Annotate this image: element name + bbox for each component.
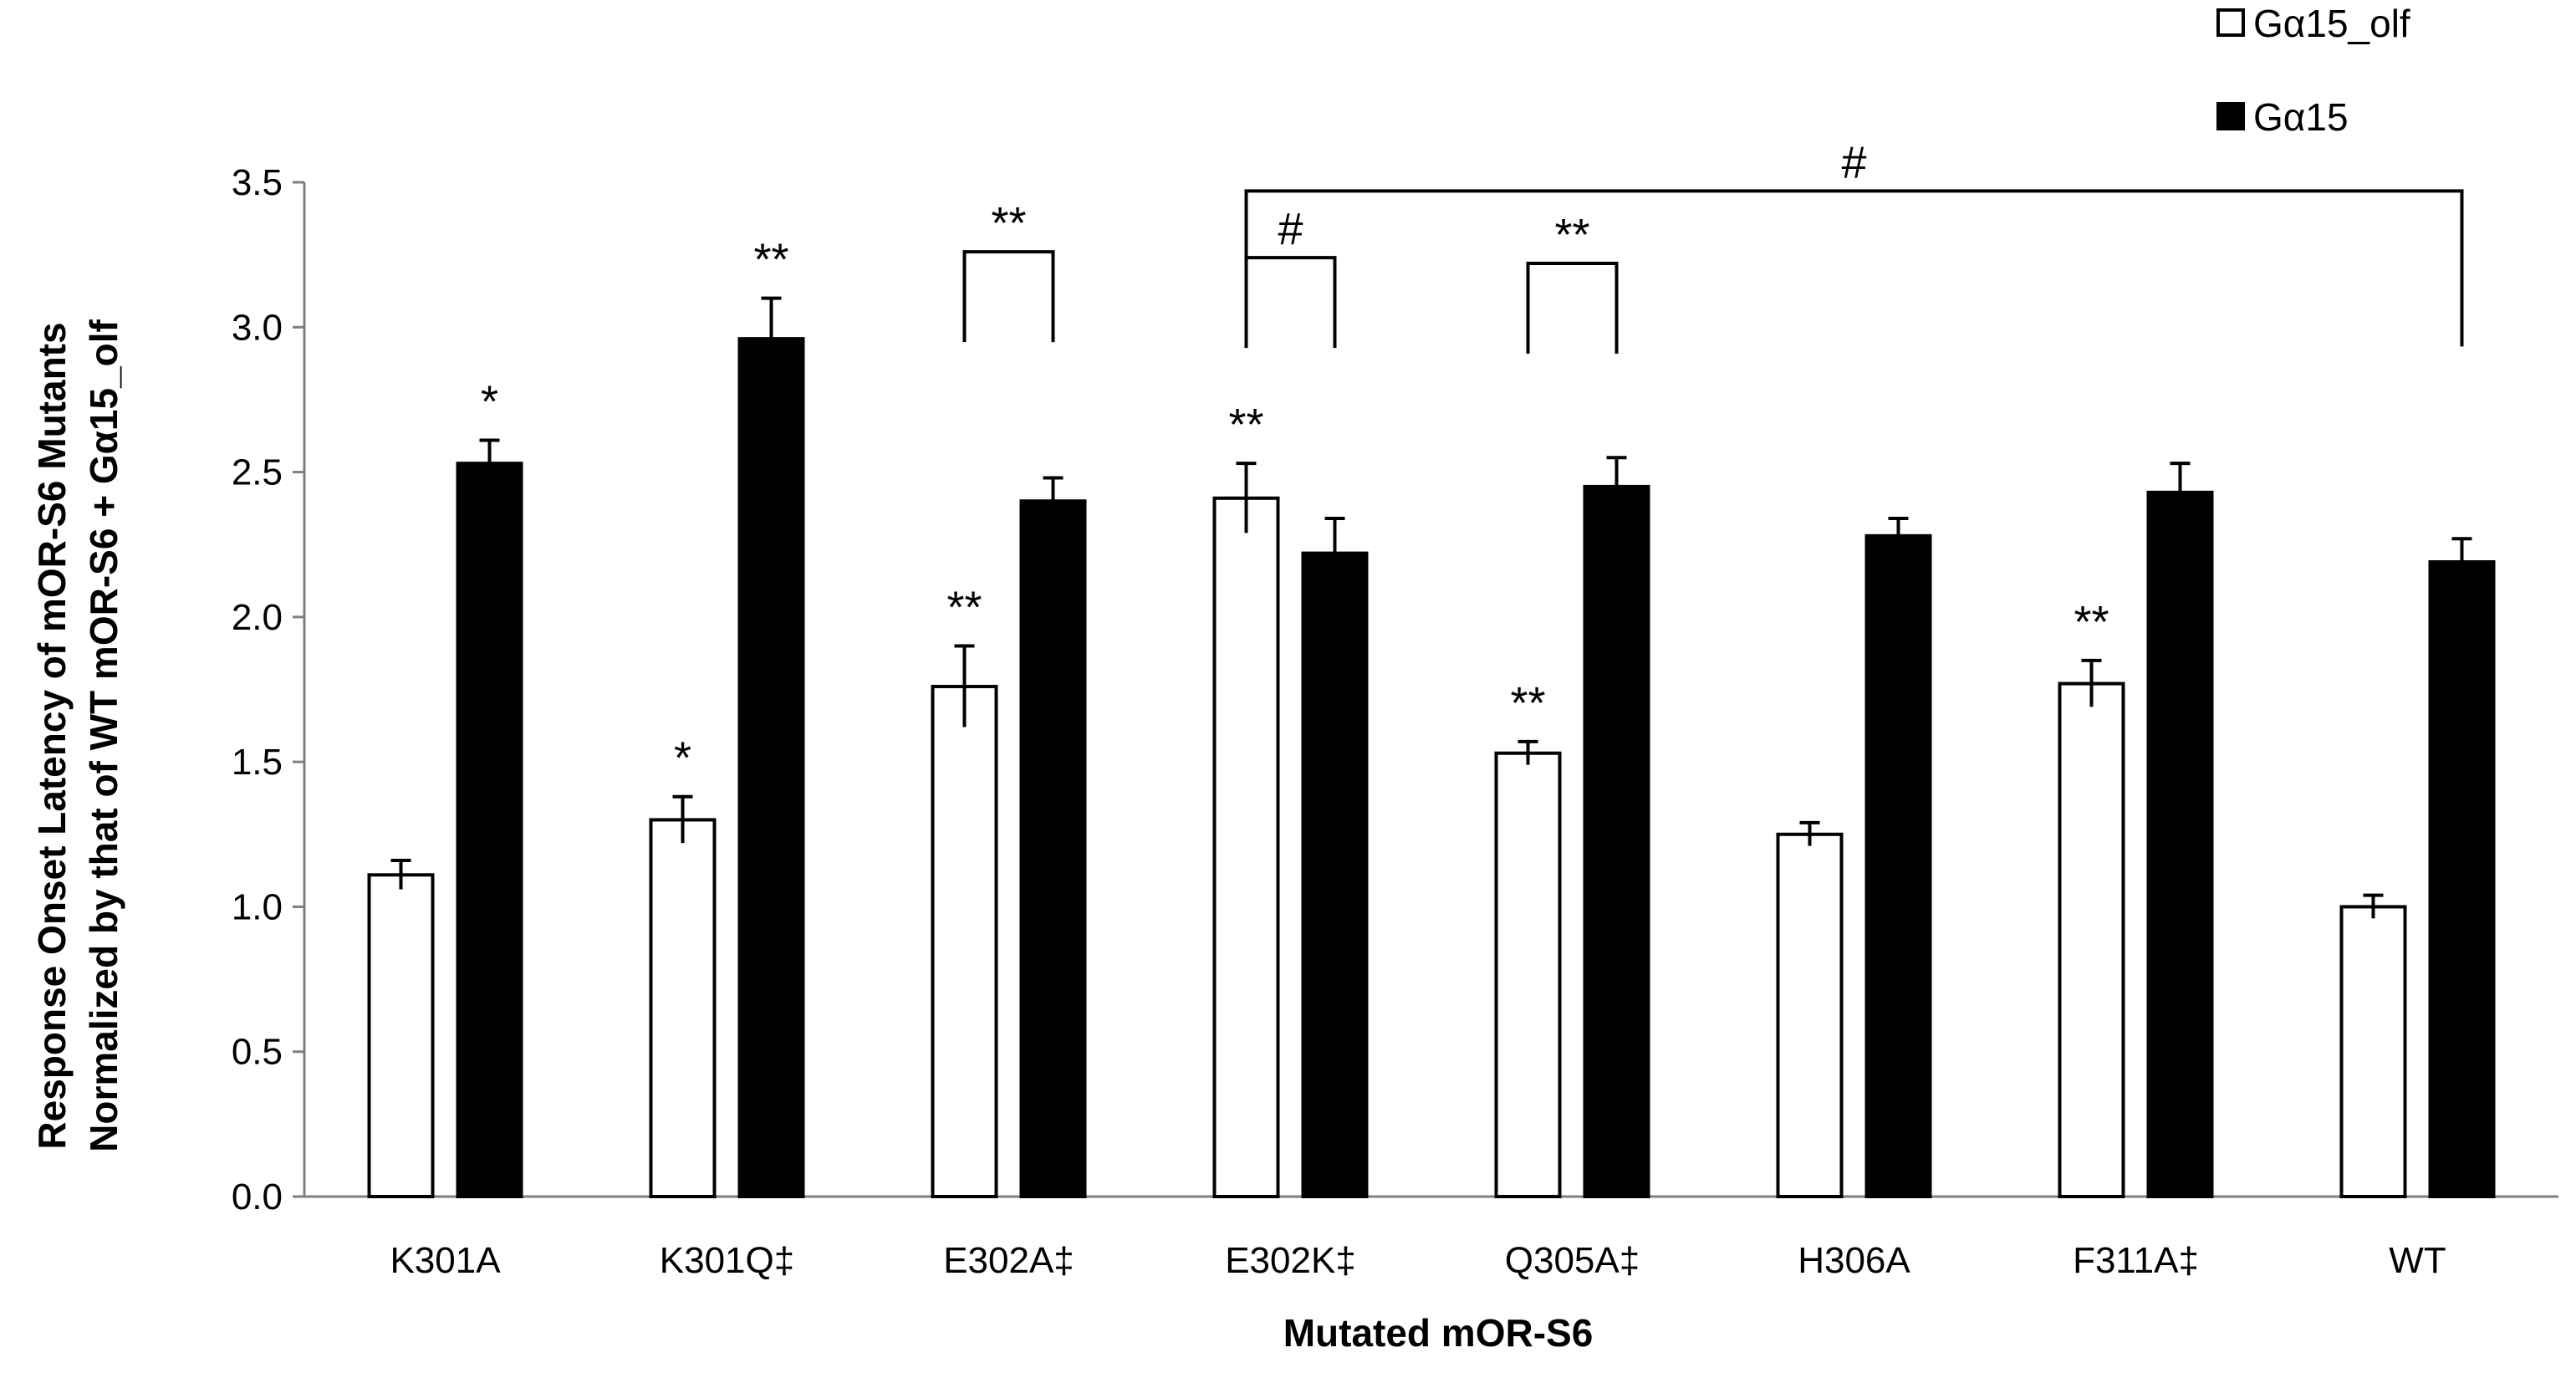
x-tick-label: K301A xyxy=(390,1240,501,1281)
y-axis-title-line1: Response Onset Latency of mOR-S6 Mutants xyxy=(30,322,74,1149)
y-tick-label: 3.5 xyxy=(232,162,283,203)
x-tick-label: F311A‡ xyxy=(2073,1240,2199,1281)
bar-galpha15 xyxy=(1864,533,1932,1198)
x-tick-label: E302A‡ xyxy=(943,1240,1074,1281)
significance-bracket xyxy=(1526,262,1619,355)
x-tick-label: WT xyxy=(2389,1240,2446,1281)
bar-galpha15 xyxy=(737,337,805,1198)
significance-label: * xyxy=(674,733,691,783)
y-tick-label: 3.0 xyxy=(232,307,283,348)
x-tick-label: K301Q‡ xyxy=(660,1240,794,1281)
legend: Gα15_olf Gα15 xyxy=(2216,2,2410,139)
bar-galpha15-olf xyxy=(649,818,717,1198)
bar-galpha15-olf xyxy=(367,873,435,1198)
y-tick-label: 1.0 xyxy=(232,886,283,927)
bar-galpha15 xyxy=(456,462,523,1198)
y-tick-label: 0.5 xyxy=(232,1032,283,1073)
x-tick-label: E302K‡ xyxy=(1225,1240,1356,1281)
y-axis-title-line2: Normalized by that of WT mOR-S6 + Gα15_o… xyxy=(82,319,125,1151)
bar-galpha15-olf xyxy=(2058,681,2125,1198)
bracket-label: ** xyxy=(991,198,1026,248)
bar-galpha15 xyxy=(2428,560,2496,1198)
significance-label: ** xyxy=(753,235,788,285)
legend-swatch-galpha15 xyxy=(2216,102,2245,130)
bar-galpha15-olf xyxy=(1494,751,1562,1198)
bar-galpha15 xyxy=(1583,484,1650,1198)
bar-galpha15-olf xyxy=(1212,496,1280,1198)
significance-bracket xyxy=(1244,189,2464,347)
bracket-label: # xyxy=(1841,137,1866,187)
bracket-label: ** xyxy=(1554,210,1589,260)
y-tick-label: 2.0 xyxy=(232,597,283,638)
significance-label: ** xyxy=(1510,678,1545,728)
significance-label: ** xyxy=(2074,597,2109,647)
bar-galpha15 xyxy=(2146,490,2214,1198)
legend-label-galpha15-olf: Gα15_olf xyxy=(2253,2,2410,45)
bar-galpha15 xyxy=(1019,499,1087,1198)
y-axis-title: Response Onset Latency of mOR-S6 Mutants… xyxy=(30,319,125,1151)
significance-bracket xyxy=(1244,256,1337,349)
x-axis-title: Mutated mOR-S6 xyxy=(1283,1311,1594,1355)
significance-label: * xyxy=(481,376,498,426)
bar-galpha15-olf xyxy=(1776,832,1844,1198)
y-tick-label: 2.5 xyxy=(232,452,283,493)
bar-galpha15-olf xyxy=(931,685,998,1198)
bracket-label: # xyxy=(1278,204,1303,254)
significance-bracket xyxy=(962,250,1055,343)
y-tick-label: 0.0 xyxy=(232,1176,283,1217)
significance-label: ** xyxy=(946,583,982,633)
x-tick-label: H306A xyxy=(1798,1240,1910,1281)
legend-swatch-galpha15-olf xyxy=(2216,8,2245,37)
bar-galpha15 xyxy=(1301,551,1369,1198)
bar-galpha15-olf xyxy=(2339,905,2407,1199)
significance-label: ** xyxy=(1228,400,1263,450)
y-tick-label: 1.5 xyxy=(232,742,283,783)
plot-area: 0.0 0.5 1.0 1.5 2.0 2.5 3.0 3.5 K301A K301Q‡ E302A… xyxy=(232,137,2558,1281)
legend-label-galpha15: Gα15 xyxy=(2253,95,2349,139)
x-tick-label: Q305A‡ xyxy=(1505,1240,1640,1281)
